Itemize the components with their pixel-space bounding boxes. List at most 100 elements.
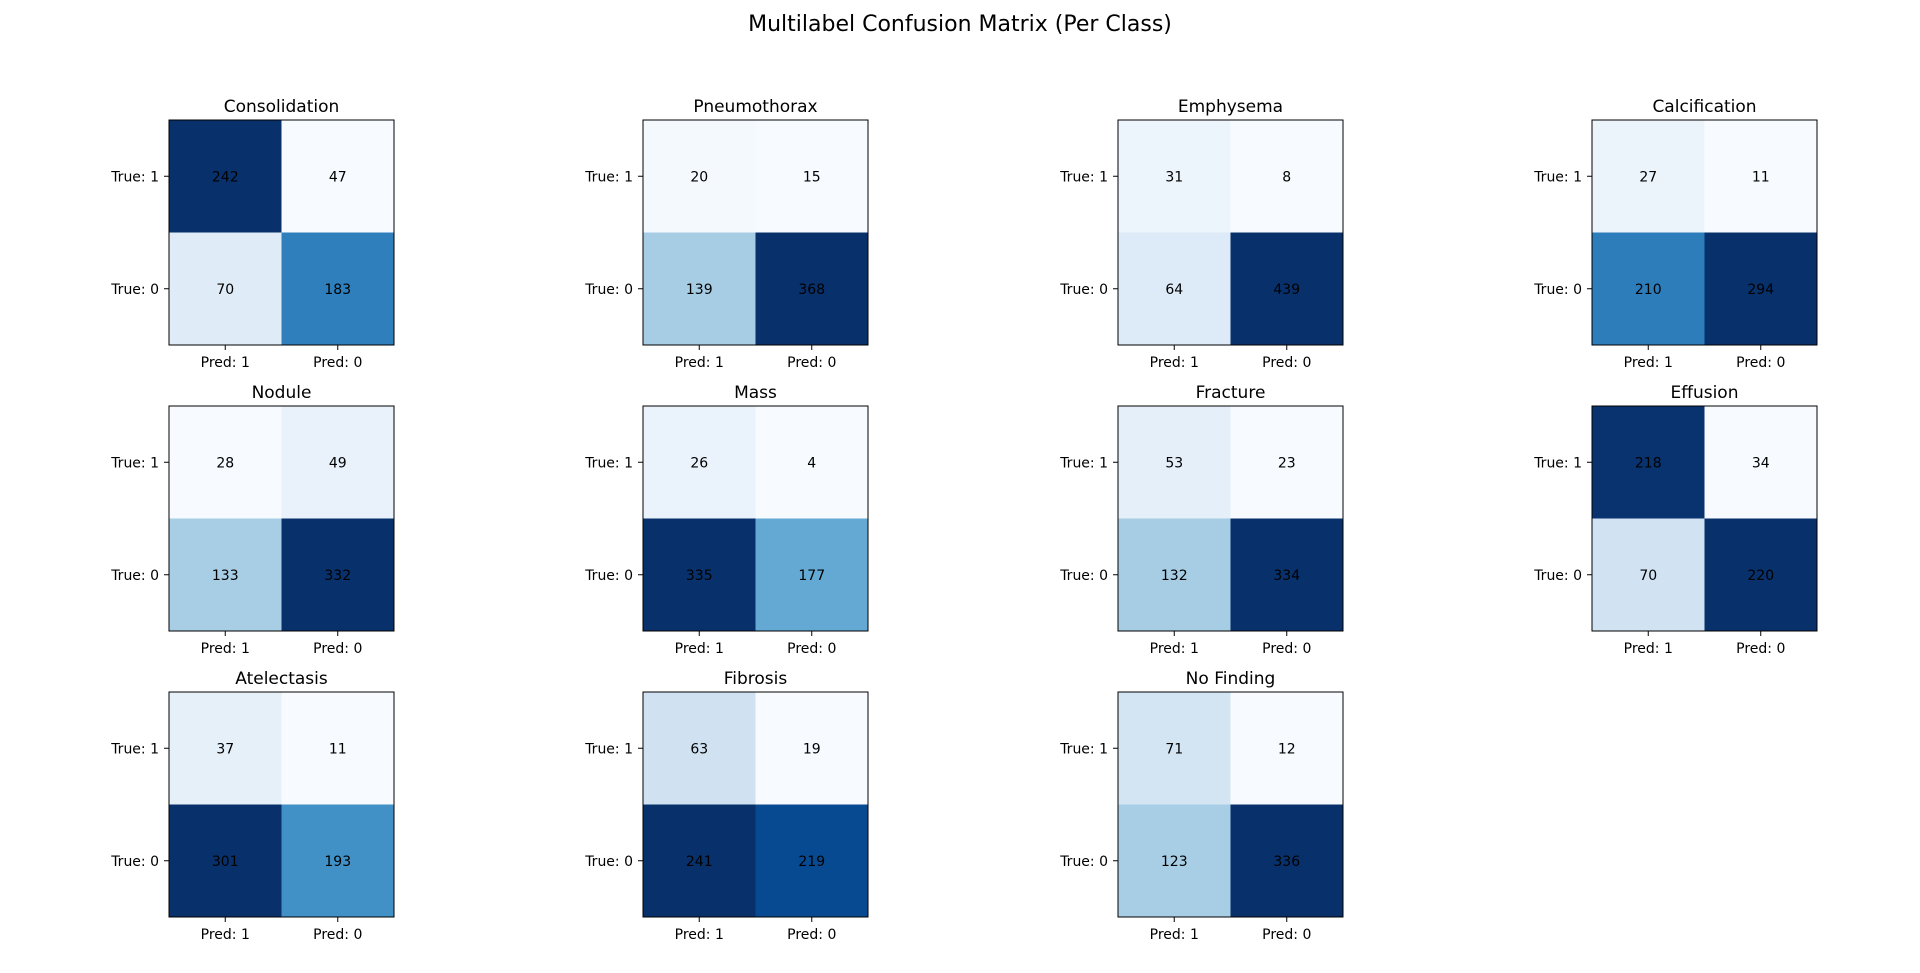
x-tick-label: Pred: 1 [1624,355,1673,371]
plot-frame [168,119,395,346]
heatmap-cell [1592,232,1705,345]
cell-value-label: 210 [1635,282,1662,298]
y-tick-label: True: 0 [584,568,633,584]
cell-value-label: 220 [1747,568,1774,584]
y-tick-label: True: 0 [110,854,159,870]
x-tick-label: Pred: 0 [313,355,362,371]
cell-value-label: 301 [212,854,239,870]
heatmap-cell [1230,692,1343,805]
heatmap-cell [1592,406,1705,519]
y-tick-label: True: 0 [110,568,159,584]
y-tick-label: True: 1 [1533,169,1582,185]
confusion-matrix-nodule: 28 49 133 332 Nodule True: 1 True: 0 Pred: 1 Pre… [110,383,395,657]
cell-value-label: 47 [329,169,347,185]
subplot-title: Fracture [1196,383,1266,403]
confusion-matrix-fracture: 53 23 132 334 Fracture True: 1 True: 0 Pred: 1 P… [1059,383,1344,657]
heatmap-cell [1118,692,1231,805]
subplot-title: Calcification [1652,97,1756,117]
cell-value-label: 19 [803,741,821,757]
cell-value-label: 15 [803,169,821,185]
cell-value-label: 11 [329,741,347,757]
y-tick-label: True: 0 [584,282,633,298]
heatmap-cell [169,120,282,233]
x-tick-label: Pred: 1 [201,927,250,943]
cell-value-label: 335 [686,568,713,584]
cell-value-label: 4 [807,455,816,471]
figure-title: Multilabel Confusion Matrix (Per Class) [748,12,1172,37]
x-tick-label: Pred: 1 [1150,927,1199,943]
plot-frame [1117,119,1344,346]
heatmap-cell [755,804,868,917]
x-tick-label: Pred: 1 [201,355,250,371]
cell-value-label: 12 [1278,741,1296,757]
confusion-matrix-consolidation: 242 47 70 183 Consolidation True: 1 True: 0 Pre… [110,97,395,371]
y-tick-label: True: 1 [1059,169,1108,185]
heatmap-cell [1592,120,1705,233]
heatmap-cell [281,804,394,917]
y-tick-label: True: 0 [1059,854,1108,870]
cell-value-label: 70 [1639,568,1657,584]
plot-frame [642,691,869,918]
subplot-title: Effusion [1671,383,1739,403]
x-tick-label: Pred: 1 [1150,641,1199,657]
y-tick-label: True: 1 [584,455,633,471]
heatmap-cell [169,692,282,805]
plot-frame [168,691,395,918]
y-tick-label: True: 1 [1059,455,1108,471]
x-tick-label: Pred: 0 [313,927,362,943]
cell-value-label: 27 [1639,169,1657,185]
x-tick-label: Pred: 0 [1262,355,1311,371]
cell-value-label: 183 [324,282,351,298]
heatmap-cell [643,232,756,345]
confusion-matrix-mass: 26 4 335 177 Mass True: 1 True: 0 Pred: 1 Pred: … [584,383,869,657]
x-tick-label: Pred: 1 [675,927,724,943]
plot-frame [642,405,869,632]
heatmap-cell [643,692,756,805]
confusion-matrix-pneumothorax: 20 15 139 368 Pneumothorax True: 1 True: 0 Pred… [584,97,869,371]
plot-frame [168,405,395,632]
y-tick-label: True: 0 [1059,282,1108,298]
heatmap-cell [1704,232,1817,345]
heatmap-cell [169,518,282,631]
heatmap-cell [1230,518,1343,631]
cell-value-label: 20 [690,169,708,185]
heatmap-cell [281,120,394,233]
cell-value-label: 71 [1165,741,1183,757]
x-tick-label: Pred: 1 [675,641,724,657]
heatmap-cell [1230,232,1343,345]
y-tick-label: True: 0 [584,854,633,870]
cell-value-label: 368 [798,282,825,298]
x-tick-label: Pred: 0 [1262,927,1311,943]
subplot-title: Pneumothorax [693,97,817,117]
heatmap-cell [1118,232,1231,345]
cell-value-label: 294 [1747,282,1774,298]
heatmap-cell [169,232,282,345]
heatmap-cell [1230,804,1343,917]
heatmap-cell [1118,120,1231,233]
x-tick-label: Pred: 0 [787,641,836,657]
heatmap-cell [281,692,394,805]
y-tick-label: True: 0 [110,282,159,298]
plot-frame [1117,691,1344,918]
heatmap-cell [755,232,868,345]
cell-value-label: 133 [212,568,239,584]
y-tick-label: True: 1 [110,455,159,471]
heatmap-cell [1118,406,1231,519]
x-tick-label: Pred: 1 [1624,641,1673,657]
y-tick-label: True: 1 [110,741,159,757]
confusion-matrix-atelectasis: 37 11 301 193 Atelectasis True: 1 True: 0 Pred:… [110,669,395,943]
heatmap-cell [1118,518,1231,631]
subplot-title: Emphysema [1178,97,1283,117]
plot-frame [1591,405,1818,632]
heatmap-cell [169,804,282,917]
subplot-title: No Finding [1186,669,1276,689]
cell-value-label: 31 [1165,169,1183,185]
heatmap-cell [755,406,868,519]
cell-value-label: 8 [1282,169,1291,185]
subplot-title: Fibrosis [724,669,788,689]
cell-value-label: 37 [216,741,234,757]
x-tick-label: Pred: 1 [675,355,724,371]
plot-frame [1591,119,1818,346]
